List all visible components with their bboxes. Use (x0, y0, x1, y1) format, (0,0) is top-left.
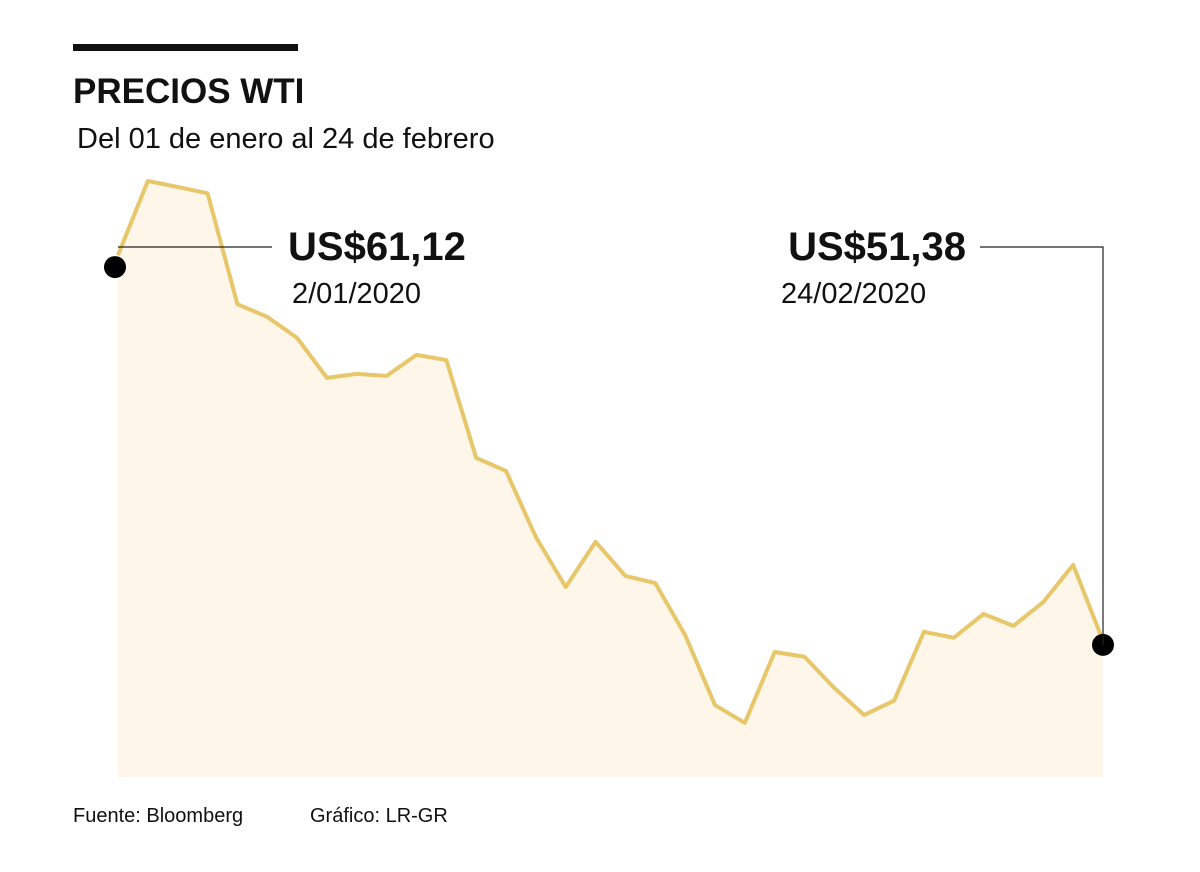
source: Fuente: Bloomberg (73, 805, 243, 827)
credit: Gráfico: LR-GR (310, 805, 448, 827)
area-fill (118, 181, 1103, 778)
title-bar (73, 44, 298, 51)
date-label: 24/02/2020 (781, 278, 926, 310)
date-label: 2/01/2020 (292, 278, 421, 310)
chart-title: PRECIOS WTI (73, 72, 304, 111)
value-label: US$61,12 (288, 225, 466, 269)
point-marker (104, 256, 126, 279)
plot: US$61,12 2/01/2020 US$51,38 24/02/2020 (104, 179, 1114, 778)
chart-subtitle: Del 01 de enero al 24 de febrero (77, 123, 495, 155)
line (116, 179, 1105, 725)
leader-line (980, 246, 1104, 645)
value-label: US$51,38 (788, 225, 966, 269)
